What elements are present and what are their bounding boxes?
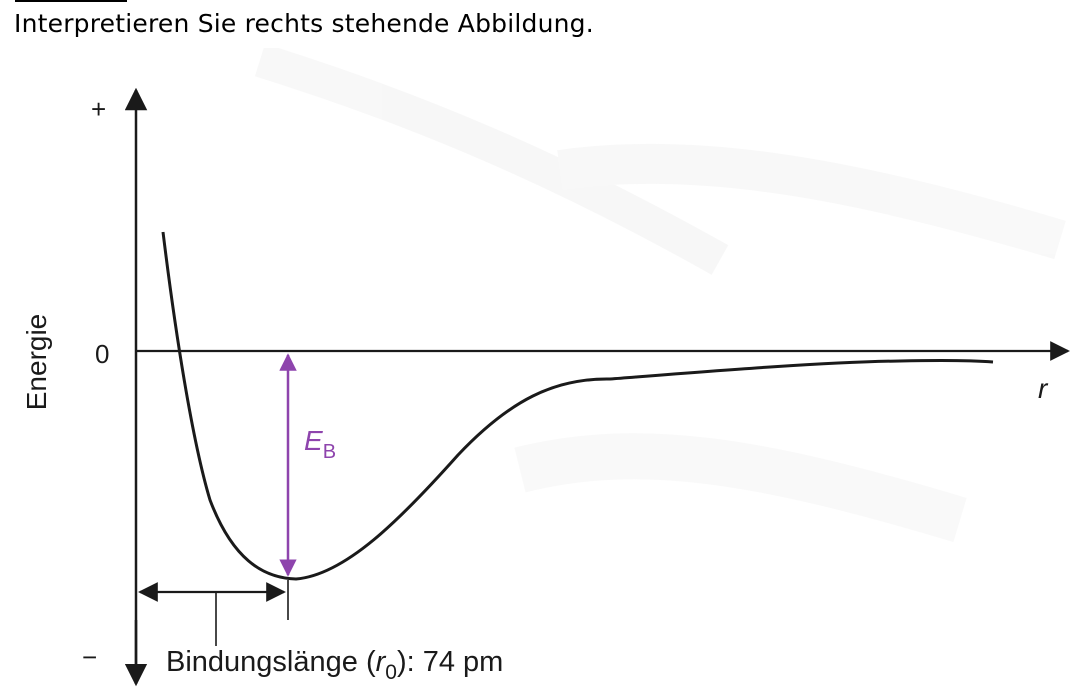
y-axis-label: Energie <box>21 314 52 411</box>
task-header: Interpretieren Sie rechts stehende Abbil… <box>0 0 1083 48</box>
potential-energy-curve <box>161 231 994 581</box>
task-label-underline <box>15 0 127 6</box>
binding-energy-symbol: E <box>304 425 323 456</box>
bond-length-prefix: Bindungslänge ( <box>166 646 376 678</box>
binding-energy-label: EB <box>304 425 336 463</box>
y-minus-label: − <box>82 642 97 672</box>
background-decoration <box>254 48 1066 543</box>
y-zero-label: 0 <box>95 339 109 369</box>
bond-length-label: Bindungslänge (r0): 74 pm <box>166 646 503 684</box>
bond-length-subscript: 0 <box>385 661 397 684</box>
x-axis-label: r <box>1038 373 1049 404</box>
potential-energy-diagram: + 0 − r Energie EB Bindungslänge (r0): 7… <box>21 48 1070 687</box>
y-plus-label: + <box>91 94 106 124</box>
binding-energy-subscript: B <box>323 441 336 463</box>
instruction-text: Interpretieren Sie rechts stehende Abbil… <box>14 9 594 38</box>
bond-length-suffix: ): 74 pm <box>397 646 503 678</box>
bond-length-symbol: r <box>376 646 387 678</box>
